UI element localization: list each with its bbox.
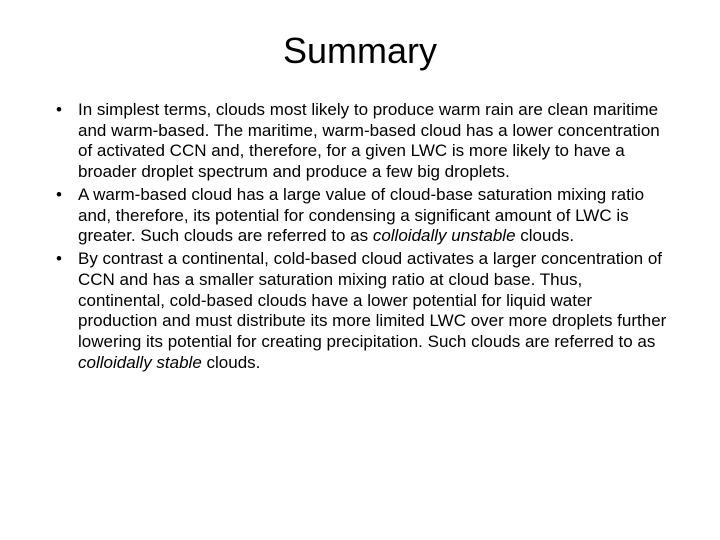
bullet-text-prefix: In simplest terms, clouds most likely to… [78, 100, 660, 181]
bullet-text-suffix: clouds. [516, 226, 575, 245]
slide-title: Summary [50, 30, 670, 72]
bullet-text-italic: colloidally unstable [373, 226, 516, 245]
bullet-text-italic: colloidally stable [78, 353, 202, 372]
slide-container: Summary In simplest terms, clouds most l… [0, 0, 720, 540]
list-item: A warm-based cloud has a large value of … [78, 185, 670, 247]
bullet-text-prefix: By contrast a continental, cold-based cl… [78, 249, 666, 351]
bullet-list: In simplest terms, clouds most likely to… [50, 100, 670, 374]
list-item: In simplest terms, clouds most likely to… [78, 100, 670, 183]
list-item: By contrast a continental, cold-based cl… [78, 249, 670, 373]
bullet-text-suffix: clouds. [202, 353, 261, 372]
